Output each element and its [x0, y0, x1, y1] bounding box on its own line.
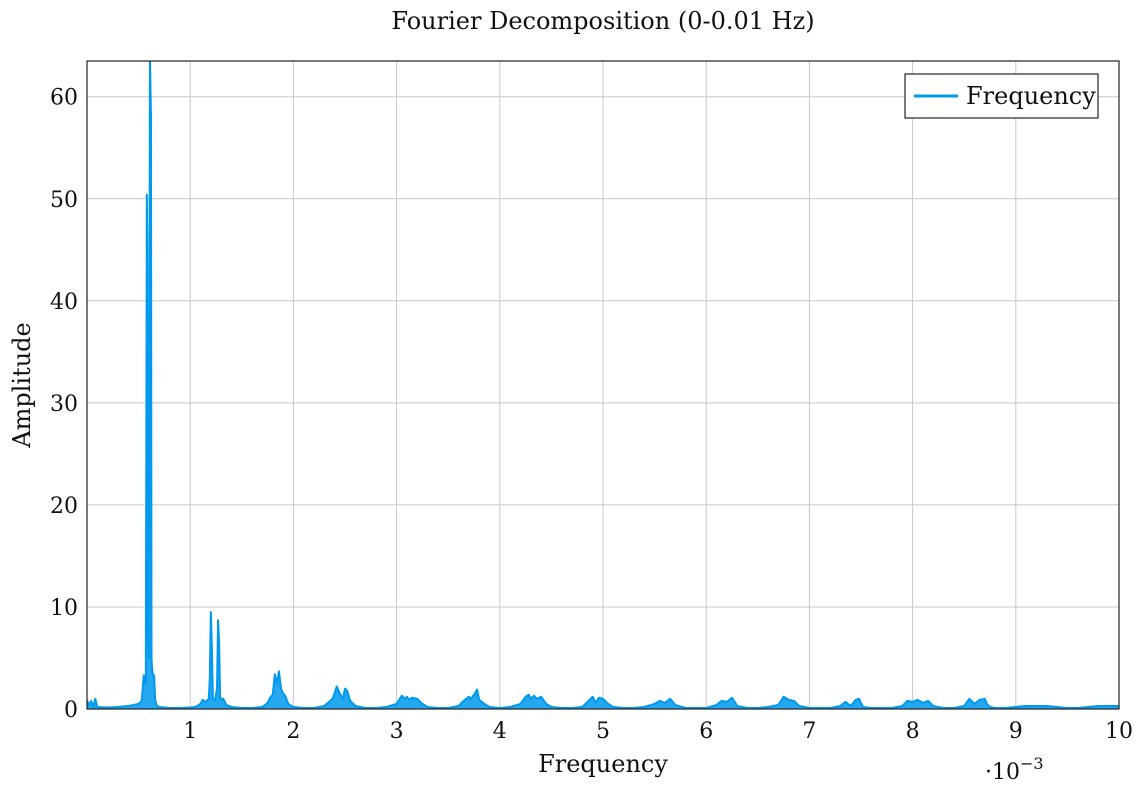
x-scale-multiplier: ·10−3	[985, 754, 1044, 785]
y-tick-labels: 0 10 20 30 40 50 60	[50, 86, 78, 723]
x-tick-label: 6	[699, 719, 713, 744]
legend: Frequency	[904, 73, 1099, 119]
x-tick-label: 4	[493, 719, 507, 744]
y-tick-label: 20	[50, 494, 78, 519]
x-tick-label: 8	[906, 719, 920, 744]
y-tick-label: 50	[50, 188, 78, 213]
y-tick-label: 0	[64, 698, 78, 723]
x-tick-label: 3	[390, 719, 404, 744]
y-tick-label: 40	[50, 290, 78, 315]
series-layer	[87, 61, 1119, 709]
x-tick-labels: 1 2 3 4 5 6 7 8 9 10	[183, 719, 1133, 744]
x-scale-exponent: −3	[1020, 754, 1044, 773]
legend-label: Frequency	[966, 82, 1096, 110]
y-tick-label: 30	[50, 392, 78, 417]
series-line-frequency	[87, 61, 1119, 709]
grid	[87, 61, 1120, 709]
x-tick-label: 1	[183, 719, 197, 744]
x-tick-label: 10	[1105, 719, 1133, 744]
chart-title: Fourier Decomposition (0-0.01 Hz)	[391, 7, 814, 35]
x-axis-label: Frequency	[538, 750, 668, 778]
y-axis-label: Amplitude	[8, 322, 36, 448]
y-tick-label: 60	[50, 86, 78, 111]
x-tick-label: 5	[596, 719, 610, 744]
y-tick-label: 10	[50, 596, 78, 621]
x-tick-label: 7	[802, 719, 816, 744]
x-tick-label: 2	[286, 719, 300, 744]
plot-frame	[86, 60, 1120, 710]
x-tick-label: 9	[1009, 719, 1023, 744]
